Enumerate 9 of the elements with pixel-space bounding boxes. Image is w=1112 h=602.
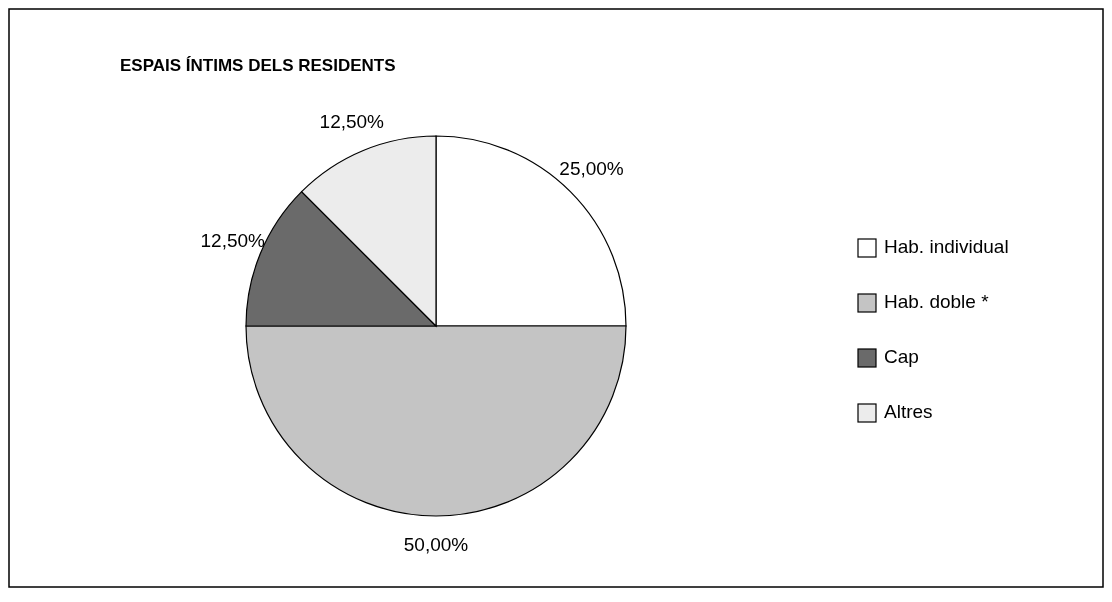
legend-label: Hab. individual xyxy=(884,236,1009,258)
data-label: 12,50% xyxy=(200,229,266,251)
legend-label: Altres xyxy=(884,401,933,423)
legend-label: Cap xyxy=(884,346,919,368)
data-label: 25,00% xyxy=(559,158,624,180)
data-label: 12,50% xyxy=(319,110,385,132)
legend-label: Hab. doble * xyxy=(884,291,990,313)
data-label: 50,00% xyxy=(403,534,469,556)
chart-title: ESPAIS ÍNTIMS DELS RESIDENTS xyxy=(120,56,396,75)
